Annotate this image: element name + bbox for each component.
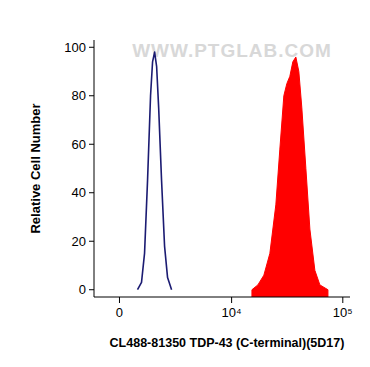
chart: WWW.PTGLAB.COM 0 20 40 60 80 100 0 10⁴ 10⁵ CL488-8… [0,0,370,367]
x-tick-label: 0 [116,305,123,320]
y-tick-label: 0 [79,282,86,297]
y-tick [89,95,94,96]
y-tick [89,289,94,290]
x-tick [231,297,232,303]
plot-area [138,52,328,297]
histogram-area [252,57,328,297]
y-tick-label: 20 [72,234,86,249]
x-tick-label: 10⁵ [333,305,353,320]
y-tick [89,241,94,242]
x-axis [94,297,350,298]
y-tick-label: 40 [72,185,86,200]
y-tick-label: 80 [72,88,86,103]
y-tick [89,144,94,145]
watermark: WWW.PTGLAB.COM [132,40,332,61]
x-tick [119,297,120,303]
y-axis-label: Relative Cell Number [28,103,43,233]
y-axis [94,40,95,297]
y-tick [89,192,94,193]
x-tick [342,297,343,303]
y-tick-label: 100 [64,40,86,55]
y-tick [89,47,94,48]
y-tick-label: 60 [72,137,86,152]
histogram-line [138,52,172,290]
x-tick-label: 10⁴ [222,305,242,320]
x-axis-label: CL488-81350 TDP-43 (C-terminal)(5D17) [110,336,345,350]
